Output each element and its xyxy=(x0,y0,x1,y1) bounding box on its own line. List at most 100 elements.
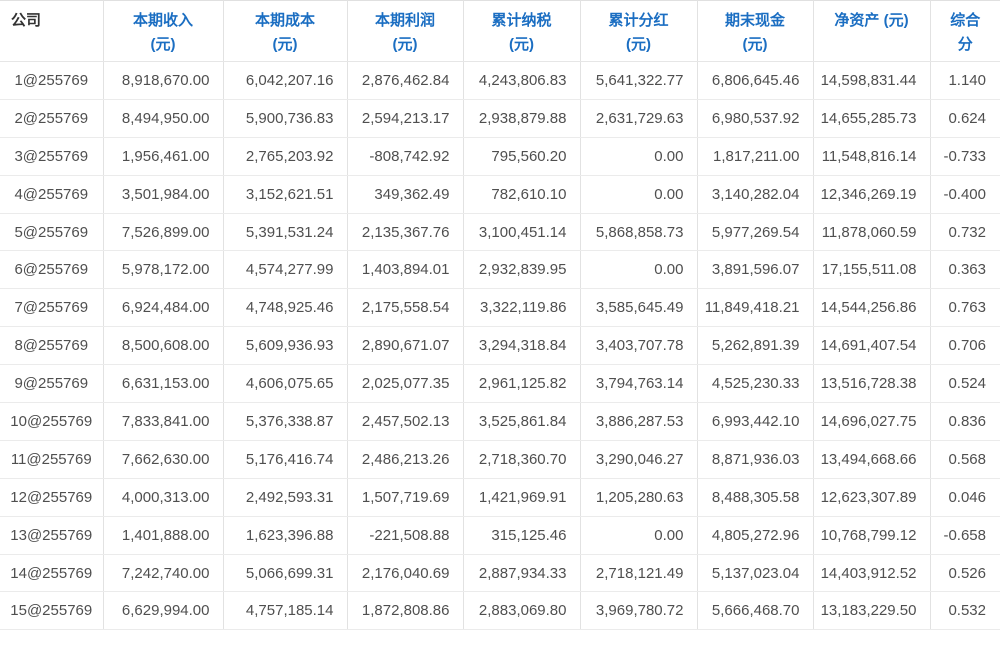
cell-cost: 5,609,936.93 xyxy=(223,326,348,366)
cell-dividend: 3,969,780.72 xyxy=(580,591,698,631)
cell-cost: 5,900,736.83 xyxy=(223,99,348,138)
cell-net-assets: 13,183,229.50 xyxy=(813,591,931,631)
cell-net-assets: 14,598,831.44 xyxy=(813,61,931,100)
cell-net-assets: 17,155,511.08 xyxy=(813,250,931,290)
column-header-company: 公司 xyxy=(0,0,104,62)
cell-company: 1@255769 xyxy=(0,61,104,100)
table-row: 6@255769 5,978,172.00 4,574,277.99 1,403,89… xyxy=(0,250,1000,290)
cell-cash: 5,137,023.04 xyxy=(697,554,814,593)
cell-cash: 5,262,891.39 xyxy=(697,326,814,366)
cell-dividend: 0.00 xyxy=(580,137,698,176)
cell-company: 3@255769 xyxy=(0,137,104,176)
cell-cash: 11,849,418.21 xyxy=(697,288,814,328)
cell-net-assets: 13,494,668.66 xyxy=(813,440,931,479)
cell-company: 6@255769 xyxy=(0,250,104,290)
cell-cost: 5,176,416.74 xyxy=(223,440,348,479)
cell-cost: 4,574,277.99 xyxy=(223,250,348,290)
cell-company: 14@255769 xyxy=(0,554,104,593)
cell-score: -0.658 xyxy=(930,516,1000,555)
cell-cost: 5,376,338.87 xyxy=(223,402,348,441)
cell-income: 3,501,984.00 xyxy=(103,175,224,214)
cell-cost: 1,623,396.88 xyxy=(223,516,348,555)
cell-dividend: 2,631,729.63 xyxy=(580,99,698,138)
cell-company: 5@255769 xyxy=(0,213,104,252)
cell-score: 0.363 xyxy=(930,250,1000,290)
cell-cost: 3,152,621.51 xyxy=(223,175,348,214)
table-row: 15@255769 6,629,994.00 4,757,185.14 1,872,8… xyxy=(0,591,1000,631)
table-row: 3@255769 1,956,461.00 2,765,203.92 -808,742… xyxy=(0,137,1000,176)
cell-profit: -808,742.92 xyxy=(347,137,464,176)
cell-cash: 3,891,596.07 xyxy=(697,250,814,290)
cell-profit: 2,890,671.07 xyxy=(347,326,464,366)
table-row: 13@255769 1,401,888.00 1,623,396.88 -221,50… xyxy=(0,516,1000,555)
cell-profit: 1,403,894.01 xyxy=(347,250,464,290)
cell-tax: 4,243,806.83 xyxy=(463,61,581,100)
cell-net-assets: 14,403,912.52 xyxy=(813,554,931,593)
cell-profit: 349,362.49 xyxy=(347,175,464,214)
cell-net-assets: 13,516,728.38 xyxy=(813,364,931,404)
cell-net-assets: 14,655,285.73 xyxy=(813,99,931,138)
cell-profit: 2,594,213.17 xyxy=(347,99,464,138)
cell-tax: 2,932,839.95 xyxy=(463,250,581,290)
table-row: 14@255769 7,242,740.00 5,066,699.31 2,176,0… xyxy=(0,554,1000,593)
cell-profit: 2,486,213.26 xyxy=(347,440,464,479)
cell-cost: 6,042,207.16 xyxy=(223,61,348,100)
cell-dividend: 3,794,763.14 xyxy=(580,364,698,404)
cell-net-assets: 14,696,027.75 xyxy=(813,402,931,441)
cell-score: -0.400 xyxy=(930,175,1000,214)
cell-profit: 1,507,719.69 xyxy=(347,478,464,517)
cell-tax: 1,421,969.91 xyxy=(463,478,581,517)
cell-dividend: 3,290,046.27 xyxy=(580,440,698,479)
cell-income: 8,918,670.00 xyxy=(103,61,224,100)
cell-score: 0.526 xyxy=(930,554,1000,593)
cell-cash: 5,977,269.54 xyxy=(697,213,814,252)
cell-cash: 6,980,537.92 xyxy=(697,99,814,138)
cell-dividend: 3,585,645.49 xyxy=(580,288,698,328)
cell-tax: 782,610.10 xyxy=(463,175,581,214)
cell-income: 6,924,484.00 xyxy=(103,288,224,328)
cell-income: 7,662,630.00 xyxy=(103,440,224,479)
table-row: 9@255769 6,631,153.00 4,606,075.65 2,025,07… xyxy=(0,364,1000,404)
cell-tax: 2,883,069.80 xyxy=(463,591,581,631)
cell-score: 0.568 xyxy=(930,440,1000,479)
cell-income: 8,494,950.00 xyxy=(103,99,224,138)
cell-company: 7@255769 xyxy=(0,288,104,328)
cell-tax: 3,322,119.86 xyxy=(463,288,581,328)
cell-net-assets: 10,768,799.12 xyxy=(813,516,931,555)
cell-tax: 3,100,451.14 xyxy=(463,213,581,252)
cell-income: 1,401,888.00 xyxy=(103,516,224,555)
cell-income: 1,956,461.00 xyxy=(103,137,224,176)
cell-cost: 5,391,531.24 xyxy=(223,213,348,252)
table-row: 5@255769 7,526,899.00 5,391,531.24 2,135,36… xyxy=(0,213,1000,252)
cell-tax: 2,961,125.82 xyxy=(463,364,581,404)
cell-cash: 1,817,211.00 xyxy=(697,137,814,176)
cell-dividend: 3,886,287.53 xyxy=(580,402,698,441)
cell-net-assets: 11,878,060.59 xyxy=(813,213,931,252)
cell-company: 11@255769 xyxy=(0,440,104,479)
cell-cost: 2,492,593.31 xyxy=(223,478,348,517)
cell-cost: 4,606,075.65 xyxy=(223,364,348,404)
cell-income: 6,631,153.00 xyxy=(103,364,224,404)
cell-score: 0.706 xyxy=(930,326,1000,366)
column-header-tax: 累计纳税 (元) xyxy=(463,0,581,62)
cell-company: 9@255769 xyxy=(0,364,104,404)
cell-score: 0.732 xyxy=(930,213,1000,252)
cell-profit: 2,175,558.54 xyxy=(347,288,464,328)
table-row: 11@255769 7,662,630.00 5,176,416.74 2,486,2… xyxy=(0,440,1000,479)
cell-profit: 2,135,367.76 xyxy=(347,213,464,252)
cell-dividend: 3,403,707.78 xyxy=(580,326,698,366)
cell-income: 7,833,841.00 xyxy=(103,402,224,441)
cell-company: 2@255769 xyxy=(0,99,104,138)
table-row: 10@255769 7,833,841.00 5,376,338.87 2,457,5… xyxy=(0,402,1000,441)
cell-net-assets: 12,346,269.19 xyxy=(813,175,931,214)
company-financial-table: 公司 本期收入 (元) 本期成本 (元) 本期利润 (元) 累计纳税 (元) 累计分红 (… xyxy=(0,0,1000,631)
cell-profit: 1,872,808.86 xyxy=(347,591,464,631)
cell-profit: 2,176,040.69 xyxy=(347,554,464,593)
column-header-cash: 期末现金 (元) xyxy=(697,0,814,62)
cell-company: 13@255769 xyxy=(0,516,104,555)
cell-dividend: 2,718,121.49 xyxy=(580,554,698,593)
cell-score: -0.733 xyxy=(930,137,1000,176)
cell-cash: 6,993,442.10 xyxy=(697,402,814,441)
cell-cash: 3,140,282.04 xyxy=(697,175,814,214)
cell-tax: 2,718,360.70 xyxy=(463,440,581,479)
